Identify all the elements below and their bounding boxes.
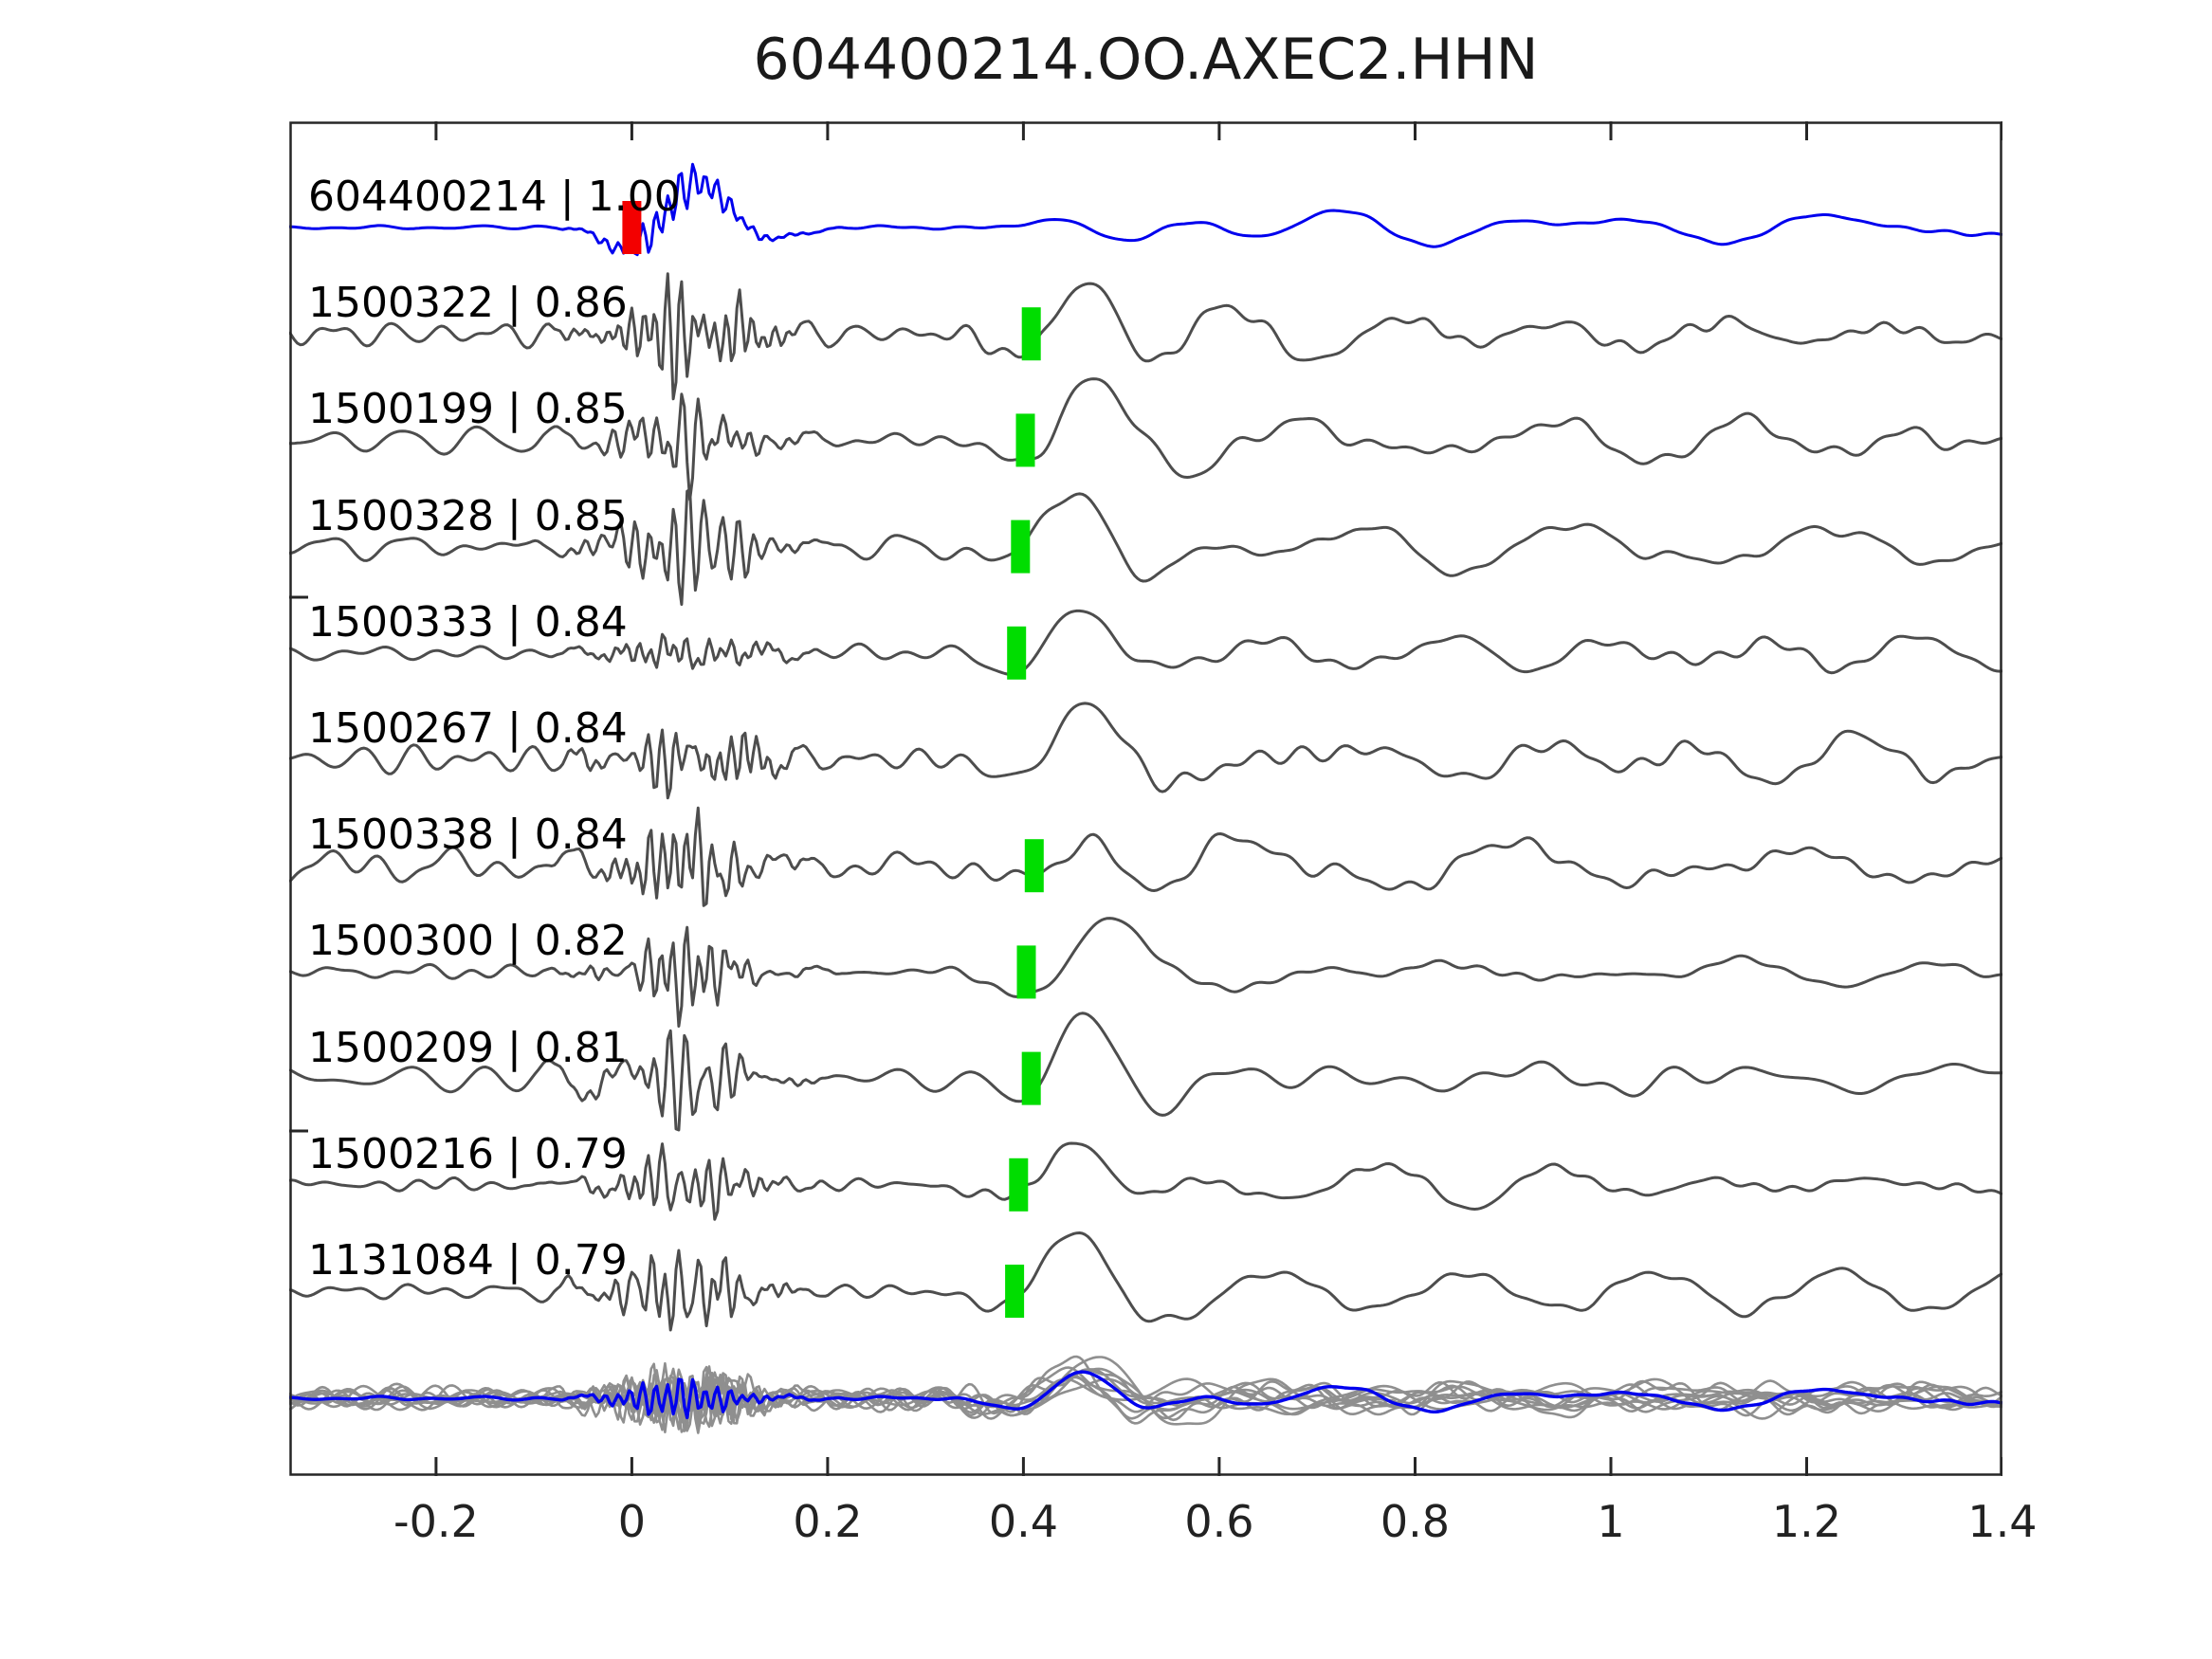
x-tick-label: 0.8 (1380, 1496, 1451, 1547)
trace-label: 1500199 | 0.85 (308, 385, 628, 434)
waveform-trace (289, 1141, 2002, 1221)
x-tick-label: 0.4 (988, 1496, 1058, 1547)
plot-border (289, 121, 2002, 1476)
trace-label: 1500328 | 0.85 (308, 491, 628, 540)
trace-label: 1500216 | 0.79 (308, 1129, 628, 1178)
trace-label: 1500267 | 0.84 (308, 704, 628, 753)
overlay-gray-trace (289, 1361, 2002, 1434)
waveform-trace (289, 1231, 2002, 1332)
x-tick-label: 0.6 (1184, 1496, 1254, 1547)
pick-marker (1021, 1051, 1041, 1105)
trace-label: 1500209 | 0.81 (308, 1023, 628, 1072)
plot-area: 604400214 | 1.00 1500322 | 0.86 1500199 | … (289, 121, 2002, 1476)
pick-marker (1009, 1158, 1029, 1212)
pick-marker (1024, 839, 1044, 893)
plot-title: 604400214.OO.AXEC2.HHN (753, 27, 1539, 93)
waveform-trace (289, 806, 2002, 907)
waveform-canvas (289, 121, 2002, 1476)
x-tick-label: 1 (1597, 1496, 1625, 1547)
trace-label: 1500322 | 0.86 (308, 279, 628, 328)
trace-label: 1131084 | 0.79 (308, 1236, 628, 1285)
overlay-template-trace (289, 1370, 2002, 1420)
pick-marker (1011, 520, 1031, 574)
trace-label: 604400214 | 1.00 (308, 173, 681, 221)
waveform-trace (289, 1012, 2002, 1132)
trace-label: 1500300 | 0.82 (308, 917, 628, 966)
waveform-trace (289, 702, 2002, 800)
waveform-trace (289, 488, 2002, 607)
waveform-trace (289, 377, 2002, 501)
pick-marker (1005, 1265, 1025, 1318)
x-tick-label: 0.2 (793, 1496, 863, 1547)
x-tick-label: 1.4 (1967, 1496, 2038, 1547)
x-tick-label: -0.2 (393, 1496, 479, 1547)
x-tick-label: 1.2 (1771, 1496, 1842, 1547)
waveform-trace (289, 917, 2002, 1028)
pick-marker (1016, 945, 1036, 999)
pick-marker (1015, 413, 1035, 467)
pick-marker (1007, 626, 1027, 680)
waveform-trace (289, 162, 2002, 257)
template-start-marker (622, 201, 642, 254)
pick-marker (1021, 307, 1041, 361)
x-tick-label: 0 (617, 1496, 647, 1547)
trace-label: 1500338 | 0.84 (308, 811, 628, 860)
waveform-trace (289, 609, 2002, 676)
trace-label: 1500333 | 0.84 (308, 597, 628, 647)
waveform-trace (289, 272, 2002, 401)
